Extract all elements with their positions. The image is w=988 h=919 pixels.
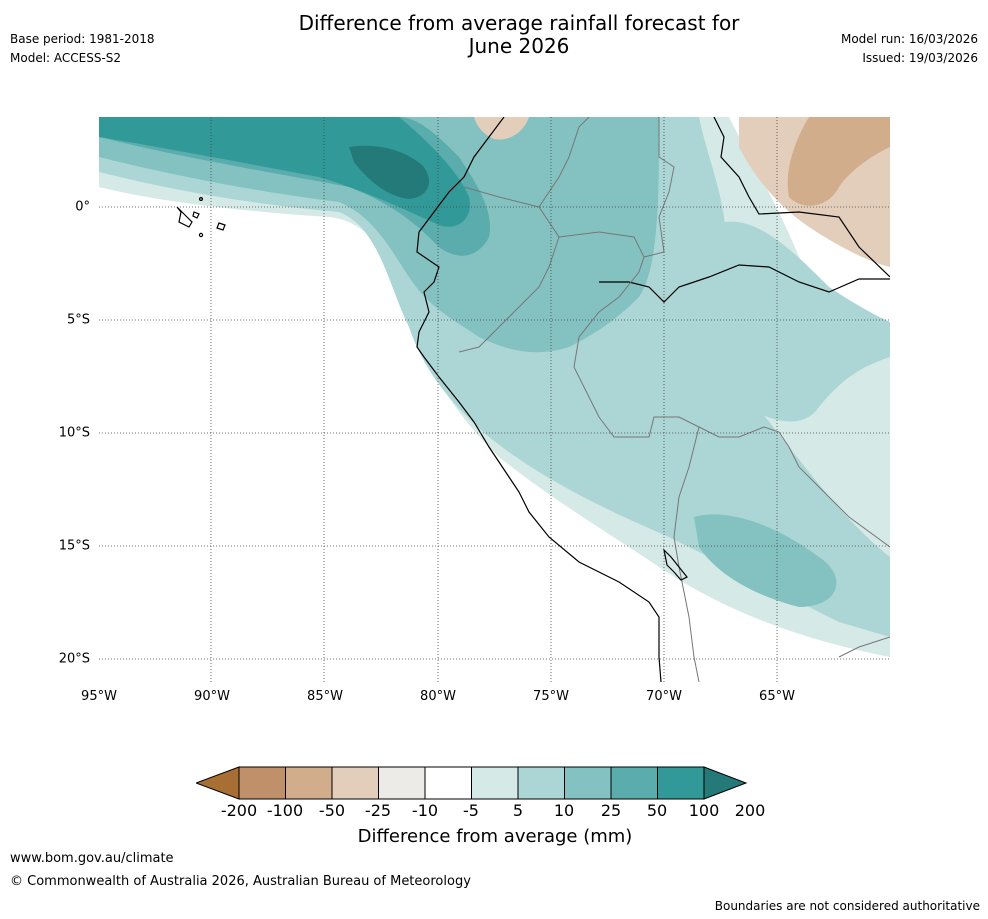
contour-dry-northeast-mid: [787, 117, 890, 206]
coastline-north: [713, 117, 890, 278]
legend-tick: 200: [734, 801, 766, 820]
model-run-text: Model run: 16/03/2026: [840, 32, 978, 46]
legend-tick: 100: [688, 801, 720, 820]
legend-tick: -10: [411, 801, 439, 820]
title-line-2: June 2026: [468, 34, 570, 58]
lon-tick-65w: 65°W: [759, 689, 795, 704]
legend-tick: 10: [553, 801, 575, 820]
legend-tick: -50: [318, 801, 346, 820]
footer-copyright: © Commonwealth of Australia 2026, Austra…: [10, 874, 471, 889]
footer-url: www.bom.gov.au/climate: [10, 851, 174, 866]
model-text: Model: ACCESS-S2: [10, 51, 122, 65]
lat-tick-5s: 5°S: [66, 312, 90, 328]
legend-tick: 50: [646, 801, 668, 820]
issued-text: Issued: 19/03/2026: [862, 51, 978, 65]
legend-swatch-arrow-low: [196, 766, 240, 800]
contour-25-50mm: [99, 117, 659, 353]
legend-tick: -5: [463, 801, 479, 820]
contour-25-50mm-south: [694, 514, 837, 607]
page-title: Difference from average rainfall forecas…: [214, 12, 824, 58]
legend-swatch: [378, 766, 426, 800]
contour-10-25mm-east: [709, 221, 890, 422]
legend-swatch: [285, 766, 333, 800]
legend-swatch: [238, 766, 286, 800]
rainfall-map: [99, 117, 890, 682]
contour-100-200mm: [99, 117, 470, 227]
base-period-text: Base period: 1981-2018: [10, 32, 155, 46]
legend-swatch: [424, 766, 472, 800]
title-line-1: Difference from average rainfall forecas…: [298, 11, 740, 35]
lat-tick-10s: 10°S: [58, 425, 90, 441]
contour-dry-north-small: [474, 117, 529, 140]
legend-swatch: [657, 766, 705, 800]
legend-swatch: [564, 766, 612, 800]
contour-5-10mm-east: [819, 357, 890, 447]
legend-tick: 5: [512, 801, 524, 820]
lon-tick-85w: 85°W: [307, 689, 343, 704]
legend-swatch: [610, 766, 658, 800]
legend-tick: -25: [364, 801, 392, 820]
legend-swatch-arrow-high: [703, 766, 748, 800]
lon-tick-90w: 90°W: [194, 689, 230, 704]
lon-tick-80w: 80°W: [420, 689, 456, 704]
galapagos-islands: [176, 196, 226, 238]
legend-tick: 25: [600, 801, 622, 820]
lon-tick-95w: 95°W: [81, 689, 117, 704]
lat-tick-20s: 20°S: [58, 651, 90, 667]
amazon-river: [599, 264, 890, 303]
footer-disclaimer: Boundaries are not considered authoritat…: [714, 899, 980, 913]
legend-swatch: [517, 766, 565, 800]
lake-titicaca: [663, 548, 688, 581]
legend-swatch: [471, 766, 519, 800]
legend-label: Difference from average (mm): [357, 826, 633, 847]
country-borders: [458, 117, 890, 682]
legend-tick: -100: [266, 801, 304, 820]
lat-tick-15s: 15°S: [58, 538, 90, 554]
graticule: [99, 117, 890, 682]
lat-tick-0: 0°: [75, 199, 90, 215]
legend-tick: -200: [220, 801, 258, 820]
lon-tick-75w: 75°W: [533, 689, 569, 704]
lon-tick-70w: 70°W: [646, 689, 682, 704]
contour-above-200mm: [349, 145, 429, 199]
coastline: [416, 117, 662, 682]
legend-colorbar: [196, 766, 748, 800]
legend-swatch: [331, 766, 379, 800]
contour-10-25mm: [99, 117, 890, 637]
